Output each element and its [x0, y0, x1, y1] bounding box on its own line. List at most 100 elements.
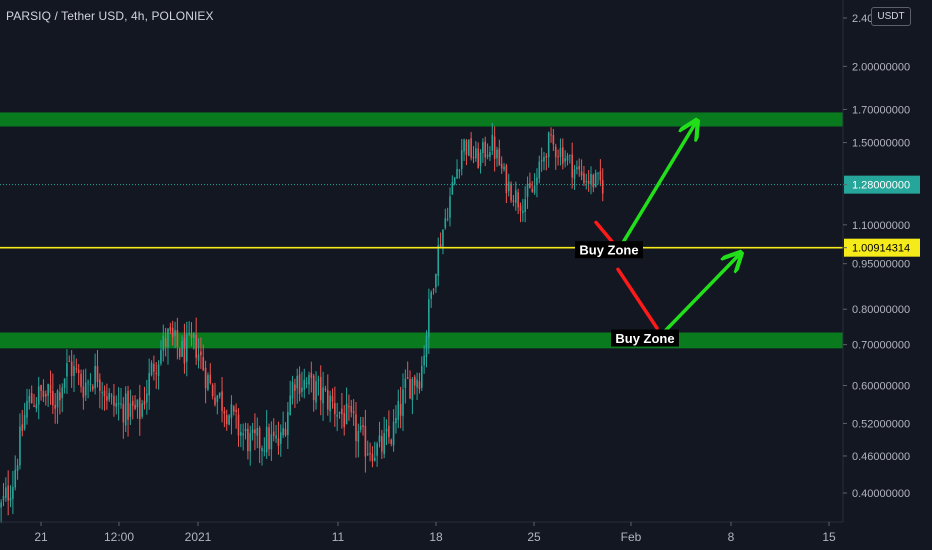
candle	[30, 385, 33, 404]
candle-body	[561, 147, 564, 164]
candle-body	[420, 365, 423, 388]
candle-body	[216, 395, 219, 403]
candle-body	[376, 443, 378, 456]
candle-body	[500, 164, 503, 169]
candle	[7, 470, 9, 516]
candle-body	[366, 453, 369, 455]
candle	[16, 458, 19, 480]
candle	[437, 237, 440, 287]
candle	[54, 393, 56, 424]
candle	[536, 168, 538, 198]
candle-body	[66, 363, 68, 377]
candle-body	[106, 396, 108, 401]
candle	[221, 376, 223, 423]
candle	[106, 383, 108, 410]
candle	[395, 405, 397, 434]
candle	[211, 383, 214, 400]
candle-body	[120, 403, 122, 405]
candle	[298, 366, 301, 402]
candle	[289, 380, 291, 416]
candle-body	[188, 332, 190, 334]
candle	[183, 323, 186, 374]
candle	[371, 446, 374, 468]
price-scale[interactable]: 2.400000002.000000001.700000001.50000000…	[842, 0, 932, 550]
candle	[108, 388, 111, 402]
candle-body	[413, 376, 416, 386]
candle	[59, 384, 61, 415]
time-tick-label: 18	[429, 530, 443, 544]
candle	[146, 379, 148, 415]
candle	[540, 147, 543, 172]
candle	[583, 165, 585, 186]
time-tick-label: 21	[34, 530, 48, 544]
candle	[124, 386, 127, 433]
candle	[317, 375, 320, 396]
candle	[301, 371, 303, 398]
candle-body	[479, 152, 482, 167]
candle-body	[399, 403, 402, 416]
candle-body	[331, 396, 334, 402]
candle-body	[519, 205, 522, 212]
candle	[533, 173, 536, 195]
candle	[209, 363, 212, 385]
candle	[554, 143, 557, 170]
candle	[493, 126, 496, 172]
candle-body	[390, 439, 393, 444]
candle-body	[460, 150, 463, 169]
price-tick-label: 0.80000000	[852, 304, 910, 316]
price-tick-label: 0.52000000	[852, 418, 910, 430]
candle-body	[218, 392, 221, 397]
candle	[47, 383, 49, 407]
candle	[315, 371, 317, 410]
candle	[296, 368, 299, 404]
candle-body	[592, 175, 595, 188]
candle-body	[451, 182, 454, 195]
candle-body	[505, 165, 508, 194]
candle-body	[444, 218, 447, 228]
candle-body	[16, 465, 19, 471]
candle-body	[190, 333, 193, 338]
candle-body	[547, 132, 550, 158]
candle-body	[463, 139, 465, 152]
candle	[216, 394, 219, 415]
candle	[362, 417, 364, 436]
candle	[84, 368, 87, 402]
candle-body	[566, 155, 569, 161]
candle	[14, 455, 17, 491]
currency-badge[interactable]: USDT	[871, 7, 911, 26]
candle-body	[146, 393, 148, 403]
candle-body	[540, 160, 543, 162]
candle	[131, 395, 134, 420]
candle-body	[89, 383, 92, 385]
candle-body	[432, 289, 435, 291]
time-scale[interactable]: 21 12:00 2021 11 18 25 Feb 8 15	[0, 521, 843, 544]
candle	[23, 402, 26, 431]
candle	[308, 371, 310, 395]
candle-body	[435, 273, 437, 288]
candle	[498, 139, 501, 166]
candle-body	[395, 417, 397, 424]
candle-body	[526, 184, 529, 198]
candle-body	[54, 404, 56, 409]
candle	[63, 378, 66, 394]
candle-body	[381, 436, 383, 452]
candle	[578, 158, 581, 177]
candle	[453, 177, 456, 186]
candle	[164, 327, 167, 357]
candle	[225, 409, 228, 431]
candle-body	[559, 147, 562, 157]
candle-body	[503, 166, 505, 170]
candle-body	[103, 390, 106, 397]
candle	[96, 349, 99, 388]
candle	[451, 175, 454, 195]
candle-body	[270, 434, 273, 450]
candle-body	[101, 392, 103, 394]
candle	[472, 146, 475, 164]
candle	[449, 187, 451, 227]
candle-body	[169, 326, 172, 331]
candle	[599, 159, 602, 187]
candle	[423, 345, 425, 374]
candle-body	[117, 403, 120, 405]
